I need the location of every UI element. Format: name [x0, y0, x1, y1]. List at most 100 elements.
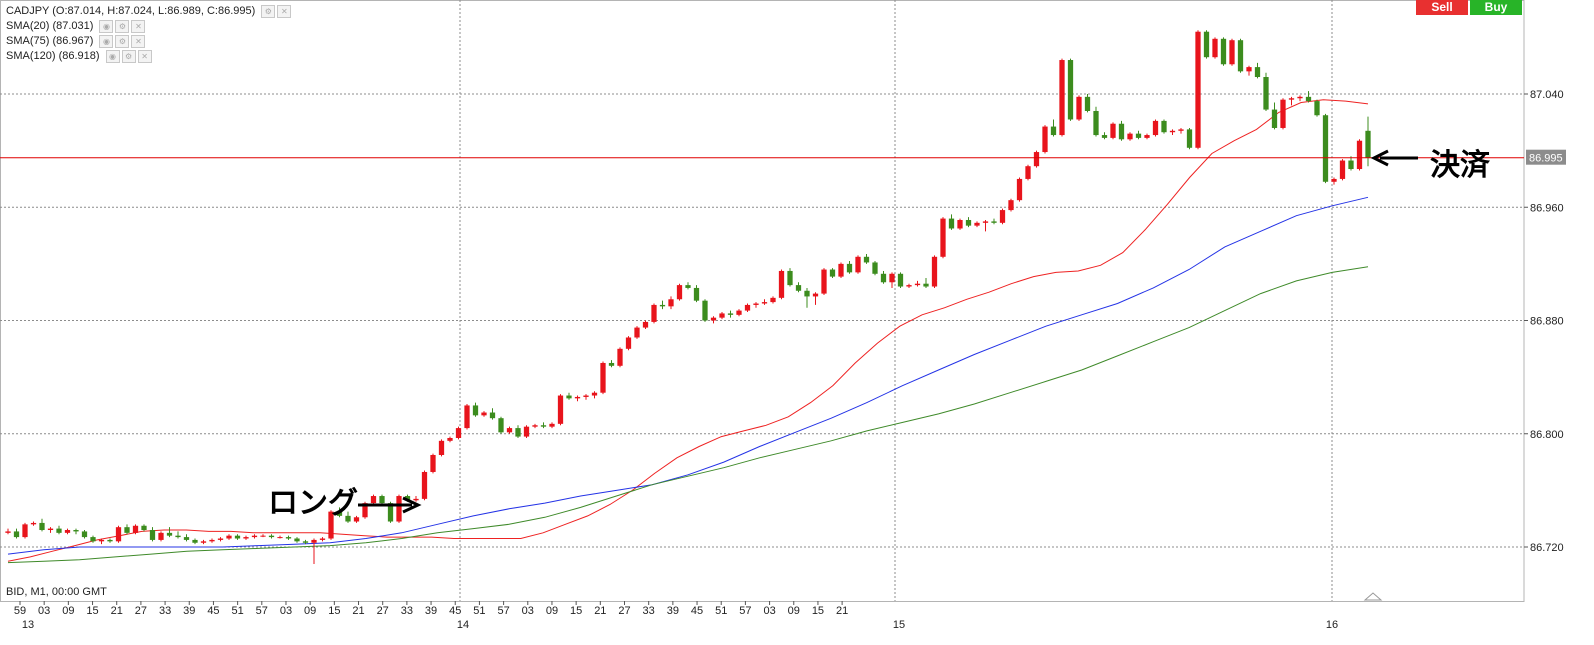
candle	[81, 530, 88, 539]
candle	[1305, 91, 1312, 103]
candle	[251, 534, 258, 539]
x-tick-label: 09	[788, 605, 800, 617]
candle-body	[1016, 178, 1023, 201]
candle	[421, 470, 428, 501]
candle-body	[277, 537, 283, 539]
candle-body	[1288, 98, 1295, 100]
candle	[1280, 98, 1286, 130]
candle	[311, 538, 317, 564]
legend-symbol-ohlc: CADJPY (O:87.014, H:87.024, L:86.989, C:…	[6, 5, 256, 17]
candle-body	[1093, 110, 1099, 136]
legend-sma120-settings-icon[interactable]: ⚙	[121, 50, 136, 63]
candle	[1203, 30, 1210, 59]
candle-body	[234, 535, 241, 539]
y-tick-label: 86.720	[1530, 542, 1564, 554]
y-tick-label: 87.040	[1530, 89, 1564, 101]
candle	[744, 303, 751, 313]
candle	[13, 528, 20, 539]
legend-sma75-close-icon[interactable]: ✕	[131, 35, 146, 48]
candle	[302, 539, 309, 545]
candle-body	[13, 531, 20, 538]
candle-body	[1246, 67, 1252, 72]
candle-body	[829, 269, 836, 277]
legend-sma20-close-icon[interactable]: ✕	[131, 20, 146, 33]
candle	[897, 272, 904, 288]
candle-body	[863, 256, 870, 263]
candle-body	[260, 535, 266, 537]
x-tick-label: 21	[836, 605, 848, 617]
x-tick-label: 03	[38, 605, 50, 617]
candle	[1093, 106, 1099, 137]
x-tick-label: 33	[401, 605, 413, 617]
candle-body	[166, 532, 173, 536]
candle-layer	[5, 30, 1371, 564]
legend-close-icon[interactable]: ✕	[277, 5, 292, 18]
x-tick-label: 15	[570, 605, 582, 617]
candle-body	[659, 304, 666, 307]
candle-body	[600, 362, 606, 393]
buy-button[interactable]: Buy	[1470, 0, 1522, 15]
candle-body	[1135, 133, 1142, 138]
x-tick-label: 21	[352, 605, 364, 617]
candle	[1008, 198, 1014, 212]
candle	[914, 280, 921, 287]
candle-body	[557, 395, 564, 424]
candle-body	[1314, 101, 1320, 116]
candle	[710, 316, 717, 324]
candle	[294, 537, 300, 543]
x-tick-label: 21	[111, 605, 123, 617]
legend-sma20-settings-icon[interactable]: ⚙	[115, 20, 130, 33]
candle	[999, 208, 1006, 225]
candle-body	[1025, 166, 1031, 179]
candle-body	[1305, 96, 1312, 102]
legend-sma20-visibility-icon[interactable]: ◉	[99, 20, 114, 33]
candle-body	[481, 412, 487, 416]
candle	[1348, 156, 1354, 171]
candle	[1161, 119, 1167, 134]
x-tick-label: 51	[715, 605, 727, 617]
candle-body	[1152, 120, 1159, 136]
candle-body	[107, 539, 113, 542]
candle	[30, 521, 37, 526]
candle-body	[464, 405, 470, 429]
legend-sma120-visibility-icon[interactable]: ◉	[105, 50, 120, 63]
candle	[1076, 95, 1082, 121]
x-tick-label: 21	[594, 605, 606, 617]
legend-row-sma20: SMA(20) (87.031) ◉ ⚙ ✕	[6, 19, 291, 34]
x-tick-label: 15	[86, 605, 98, 617]
candle	[158, 531, 164, 542]
x-hour-label: 13	[22, 619, 34, 631]
candle-body	[1331, 178, 1337, 182]
candle-body	[98, 539, 105, 542]
candle-body	[923, 283, 929, 287]
candle	[829, 268, 836, 279]
candle-body	[447, 437, 453, 441]
candle	[455, 426, 462, 440]
candle-body	[430, 454, 436, 472]
candle-body	[1033, 152, 1040, 167]
candle-body	[1059, 60, 1065, 136]
candle-body	[940, 218, 946, 257]
candle-body	[770, 297, 776, 303]
candle-body	[574, 396, 581, 399]
x-tick-label: 45	[449, 605, 461, 617]
sell-button[interactable]: Sell	[1416, 0, 1468, 15]
candle-body	[744, 304, 751, 311]
long-annotation-label: ロング	[268, 486, 358, 521]
candle	[770, 296, 776, 304]
candle	[1322, 113, 1329, 184]
candle-body	[336, 511, 343, 516]
candle	[345, 511, 351, 523]
candle	[855, 255, 861, 274]
x-tick-label: 33	[643, 605, 655, 617]
legend-sma75-visibility-icon[interactable]: ◉	[99, 35, 114, 48]
legend-sma120-close-icon[interactable]: ✕	[137, 50, 152, 63]
candle	[719, 312, 725, 320]
candle-body	[974, 222, 980, 226]
candle	[98, 538, 105, 545]
candle	[1356, 139, 1363, 171]
legend-sma75-settings-icon[interactable]: ⚙	[115, 35, 130, 48]
legend-settings-icon[interactable]: ⚙	[261, 5, 276, 18]
candle	[906, 283, 912, 288]
